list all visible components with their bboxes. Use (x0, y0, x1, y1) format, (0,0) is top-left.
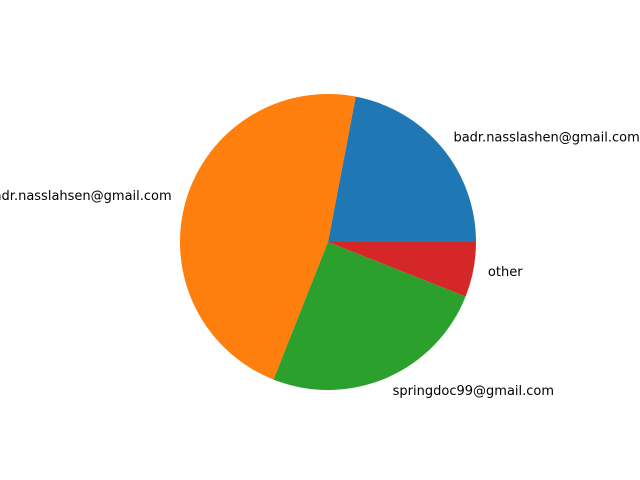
pie-slice-1 (179, 93, 356, 380)
pie-slice-3 (328, 242, 476, 297)
pie-slices (179, 93, 476, 391)
pie-slice-0 (328, 96, 476, 243)
pie-label-0: badr.nasslashen@gmail.com (453, 131, 639, 146)
pie-label-2: springdoc99@gmail.com (393, 384, 554, 399)
pie-slice-2 (273, 242, 466, 391)
pie-labels: badr.nasslashen@gmail.com badr.nasslahsen… (0, 131, 640, 399)
pie-label-1: badr.nasslahsen@gmail.com (0, 189, 172, 204)
pie-label-3: other (488, 265, 523, 280)
